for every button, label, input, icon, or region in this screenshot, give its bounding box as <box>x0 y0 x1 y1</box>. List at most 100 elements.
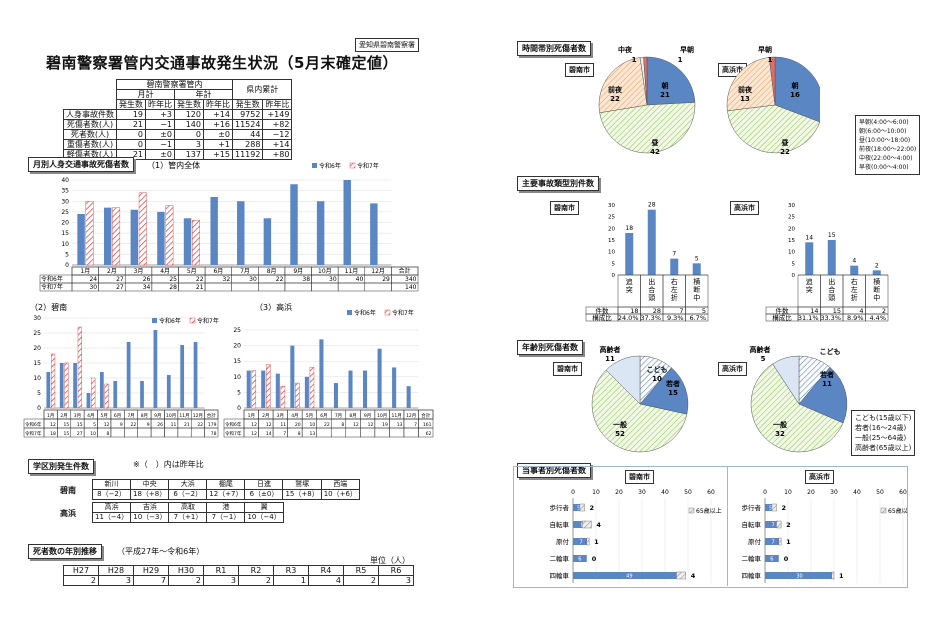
type-takahama-ratio-cell <box>865 313 889 322</box>
time-hekinan-label: 碧南市 <box>565 63 594 77</box>
x-tick-label: 0 <box>571 489 575 496</box>
y-tick-label: 10 <box>33 375 41 382</box>
type-takahama-count: 4 <box>859 307 863 315</box>
party-hekinan-elder-bar <box>581 520 592 529</box>
type-takahama-cat-label: 合 <box>828 285 835 294</box>
death-year: R6 <box>378 565 414 576</box>
death-year: H28 <box>98 565 134 576</box>
summary-year-count: 137 <box>174 149 204 160</box>
month-label: 6月 <box>213 268 223 275</box>
row-label: 令和6年 <box>25 421 42 428</box>
value-label: 62 <box>426 431 432 437</box>
school-name: 高浜 <box>91 502 132 513</box>
party-hekinan-bar-label: 6 <box>578 557 581 563</box>
value-label: 34 <box>143 284 151 291</box>
time-takahama-label: 前夜 <box>738 85 753 94</box>
y-tick-label: 5 <box>237 389 241 396</box>
y-tick-label: 25 <box>61 209 69 216</box>
type-takahama-cat-label: 右 <box>851 277 858 286</box>
month-label: 2月 <box>60 413 67 419</box>
y-tick-label: 15 <box>788 238 795 244</box>
month-label: 6月 <box>320 413 327 419</box>
value-label: 10 <box>309 422 315 428</box>
month-label: 6月 <box>114 413 121 419</box>
bar-r6 <box>275 373 280 408</box>
time-hekinan-slice <box>599 102 696 154</box>
type-hekinan-cat-label: 出 <box>648 277 655 286</box>
type-takahama-count: 2 <box>882 307 886 315</box>
type-takahama-bar <box>805 242 814 275</box>
type-hekinan-label: 碧南市 <box>550 201 579 215</box>
summary-row: 死者数(人) 0 ±0 0 ±0 44 −12 <box>63 129 293 140</box>
value-label: 12 <box>368 422 374 428</box>
party-hekinan-bar <box>573 504 585 511</box>
death-count: 7 <box>133 575 169 586</box>
party-takahama-elder-label: 1 <box>786 538 791 546</box>
bar-r6 <box>77 214 85 265</box>
month-label: 7月 <box>335 413 342 419</box>
y-tick-label: 20 <box>33 345 41 352</box>
time-takahama-slice <box>768 56 776 106</box>
party-hekinan-elder-label: 0 <box>592 555 597 563</box>
time-takahama-label: 朝 <box>792 81 799 90</box>
summary-year-count: 0 <box>174 129 204 140</box>
age-legend-item: こども(15歳以下) <box>855 414 912 422</box>
bar-r7 <box>309 367 315 409</box>
x-tick-label: 40 <box>661 489 669 496</box>
monthly-hekinan-chart: 0 5 10 15 20 25 30 1月 2月 3月 4月 5月 6月 7月 8月 9月 10月 11月 12月合… <box>23 302 219 438</box>
bar-r6 <box>140 381 144 408</box>
summary-pref-header: 県内累計 <box>231 79 293 100</box>
age-legend-item: 高齢者(65歳以上) <box>855 444 912 452</box>
summary-year-diff: +1 <box>203 139 233 150</box>
legend-swatch-r7 <box>189 317 196 324</box>
y-tick-label: 20 <box>233 343 241 350</box>
y-tick-label: 25 <box>233 327 241 334</box>
y-tick-label: 10 <box>788 250 795 256</box>
legend-r7: 令和7年 <box>197 317 219 325</box>
row-label: 令和7年 <box>25 430 42 437</box>
party-takahama-bar-label: 7 <box>771 523 774 529</box>
y-tick-label: 0 <box>37 405 41 412</box>
type-hekinan-data-label: 7 <box>672 251 676 258</box>
chart-subtitle: （2）碧南 <box>30 302 67 312</box>
value-label: 30 <box>89 284 97 291</box>
value-label: 28 <box>169 284 177 291</box>
time-hekinan-label: 昼 <box>651 138 660 147</box>
bar-r7 <box>138 192 147 266</box>
party-hekinan-elder-label: 4 <box>691 572 696 580</box>
value-label: 38 <box>302 276 310 283</box>
bar-r6 <box>333 383 338 408</box>
type-hekinan-count: 7 <box>679 307 683 315</box>
age-takahama-label: 11 <box>822 380 832 388</box>
legend-r7: 令和7年 <box>357 162 379 170</box>
time-takahama-slice <box>727 104 820 154</box>
age-takahama-label: 若者 <box>820 370 834 379</box>
bar-r6 <box>183 218 192 265</box>
age-takahama-label: 高齢者 <box>750 345 771 354</box>
summary-pref-count: 44 <box>231 129 264 140</box>
value-cell <box>403 427 419 438</box>
value-label: 30 <box>249 276 257 283</box>
summary-row-label: 重傷者数(人) <box>63 139 117 150</box>
y-tick-label: 0 <box>612 273 616 279</box>
y-tick-label: 30 <box>608 203 615 209</box>
value-label: 25 <box>169 276 177 283</box>
month-label: 8月 <box>267 268 277 275</box>
death-year: R1 <box>203 565 239 576</box>
party-hekinan-elder-label: 1 <box>594 538 599 546</box>
school-value: 10（−3） <box>130 512 170 523</box>
bar-r6 <box>377 348 382 408</box>
age-hekinan-label: 高齢者 <box>600 345 621 354</box>
legend-elder: 65歳以上 <box>888 507 908 515</box>
value-cell <box>337 282 366 292</box>
time-takahama-label: 早朝 <box>758 45 772 54</box>
y-tick-label: 30 <box>788 203 795 209</box>
type-takahama-cat-label: 追 <box>806 277 813 286</box>
time-legend: 早朝(4:00～6:00) 朝(6:00～10:00) 昼(10:00～18:00)… <box>855 115 921 175</box>
row-label: 構成比 <box>772 313 792 322</box>
time-takahama-slice <box>726 57 776 112</box>
month-label: 12月 <box>371 268 385 275</box>
type-takahama-ratio: 8.9% <box>847 314 864 322</box>
month-label: 3月 <box>74 413 81 419</box>
y-tick-label: 10 <box>61 241 69 248</box>
